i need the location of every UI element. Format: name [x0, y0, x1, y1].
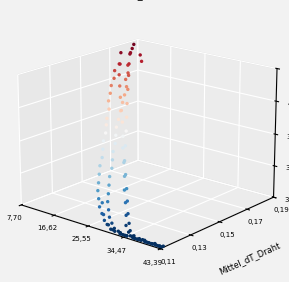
Y-axis label: Mittel_dT_Draht: Mittel_dT_Draht	[218, 240, 282, 276]
